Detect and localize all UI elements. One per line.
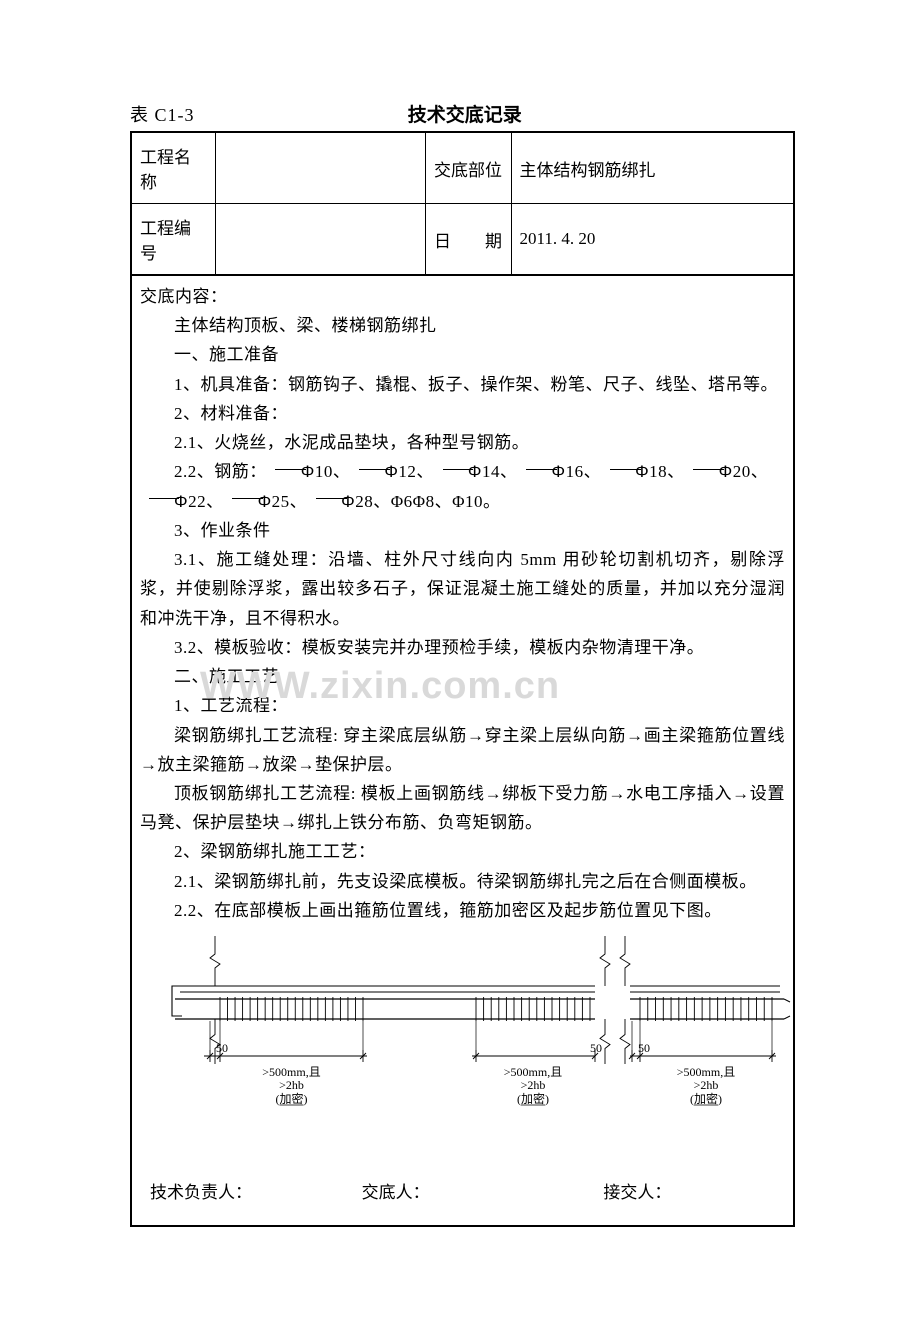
cell-value: [215, 132, 425, 204]
body-text: 28、Φ6Φ8、Φ10。: [355, 492, 500, 511]
body-text: 16、: [566, 462, 602, 481]
signature-deliver: 交底人：: [322, 1178, 534, 1203]
body-text: 2.2、在底部模板上画出箍筋位置线，箍筋加密区及起步筋位置见下图。: [140, 896, 785, 925]
cell-label: 工程名称: [131, 132, 215, 204]
body-text: 25、: [272, 492, 308, 511]
rebar-symbol-icon: Φ: [350, 457, 398, 486]
cell-label: 工程编号: [131, 204, 215, 276]
svg-text:>2hb: >2hb: [521, 1078, 546, 1092]
cell-value: [215, 204, 425, 276]
body-text: 2.1、梁钢筋绑扎前，先支设梁底模板。待梁钢筋绑扎完之后在合侧面模板。: [140, 867, 785, 896]
svg-text:(加密): (加密): [690, 1091, 722, 1106]
svg-text:(加密): (加密): [276, 1091, 308, 1106]
table-row: 工程名称 交底部位 主体结构钢筋绑扎: [131, 132, 794, 204]
svg-text:>500mm,且: >500mm,且: [262, 1065, 320, 1079]
rebar-symbol-icon: Φ: [224, 487, 272, 516]
body-text: 2、梁钢筋绑扎施工工艺：: [140, 837, 785, 866]
svg-text:50: 50: [216, 1041, 228, 1055]
svg-text:>2hb: >2hb: [279, 1078, 304, 1092]
body-text: 3、作业条件: [140, 516, 785, 545]
body-text: 10、: [315, 462, 351, 481]
body-text: 一、施工准备: [140, 340, 785, 369]
svg-text:>500mm,且: >500mm,且: [677, 1065, 735, 1079]
rebar-symbol-icon: Φ: [140, 487, 188, 516]
svg-text:(加密): (加密): [517, 1091, 549, 1106]
rebar-symbol-icon: Φ: [517, 457, 565, 486]
cell-value: 2011. 4. 20: [511, 204, 794, 276]
svg-text:>2hb: >2hb: [694, 1078, 719, 1092]
body-text: 18、: [649, 462, 685, 481]
body-text: 3.1、施工缝处理：沿墙、柱外尺寸线向内 5mm 用砂轮切割机切齐，剔除浮浆，并…: [140, 545, 785, 633]
body-text: 1、工艺流程：: [140, 691, 785, 720]
body-text: 1、机具准备：钢筋钩子、撬棍、扳子、操作架、粉笔、尺子、线坠、塔吊等。: [140, 370, 785, 399]
rebar-symbol-icon: Φ: [267, 457, 315, 486]
body-text: 2.1、火烧丝，水泥成品垫块，各种型号钢筋。: [140, 428, 785, 457]
body-text: 3.2、模板验收：模板安装完并办理预检手续，模板内杂物清理干净。: [140, 633, 785, 662]
body-text: 20、: [733, 462, 769, 481]
body-text: 2、材料准备：: [140, 399, 785, 428]
cell-label: 交底部位: [425, 132, 511, 204]
body-text: 二、施工工艺: [140, 662, 785, 691]
content-container: 交底内容： 主体结构顶板、梁、楼梯钢筋绑扎 一、施工准备 1、机具准备：钢筋钩子…: [130, 276, 795, 1227]
rebar-symbol-icon: Φ: [601, 457, 649, 486]
body-text: 交底内容：: [140, 282, 785, 311]
body-text: 主体结构顶板、梁、楼梯钢筋绑扎: [140, 311, 785, 340]
page-title: 技术交底记录: [135, 100, 796, 127]
signature-tech: 技术负责人：: [150, 1178, 322, 1203]
rebar-symbol-icon: Φ: [685, 457, 733, 486]
rebar-symbol-icon: Φ: [434, 457, 482, 486]
meta-table: 工程名称 交底部位 主体结构钢筋绑扎 工程编号 日 期 2011. 4. 20: [130, 131, 795, 276]
body-text: 12、: [398, 462, 434, 481]
body-text: 顶板钢筋绑扎工艺流程: 模板上画钢筋线→绑板下受力筋→水电工序插入→设置马凳、保…: [140, 779, 785, 837]
body-text: 22、: [188, 492, 224, 511]
body-text: 梁钢筋绑扎工艺流程: 穿主梁底层纵筋→穿主梁上层纵向筋→画主梁箍筋位置线→放主梁…: [140, 721, 785, 779]
rebar-diagram: 505050>500mm,且>2hb(加密)>500mm,且>2hb(加密)>5…: [160, 931, 785, 1156]
body-text: 14、: [482, 462, 518, 481]
signature-receive: 接交人：: [533, 1178, 775, 1203]
body-text: 2.2、钢筋：: [174, 462, 267, 481]
rebar-symbol-icon: Φ: [307, 487, 355, 516]
body-text: 2.2、钢筋：Φ10、Φ12、Φ14、Φ16、Φ18、Φ20、Φ22、Φ25、Φ…: [140, 457, 785, 515]
signature-row: 技术负责人： 交底人： 接交人：: [140, 1160, 785, 1217]
cell-label: 日 期: [425, 204, 511, 276]
cell-value: 主体结构钢筋绑扎: [511, 132, 794, 204]
svg-text:50: 50: [590, 1041, 602, 1055]
table-row: 工程编号 日 期 2011. 4. 20: [131, 204, 794, 276]
svg-text:>500mm,且: >500mm,且: [504, 1065, 562, 1079]
